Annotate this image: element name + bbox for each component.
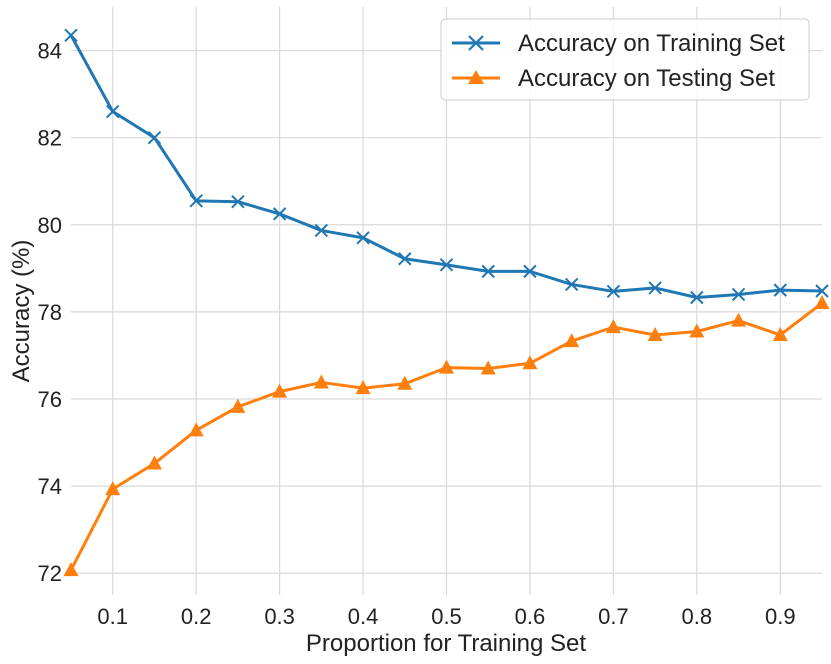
y-tick-label: 78 <box>38 300 62 325</box>
tick-labels: 0.1 0.2 0.3 0.4 0.5 0.6 0.7 0.8 0.9 72 74 76 78 80 82 8… <box>38 39 796 629</box>
data-point <box>564 277 579 292</box>
data-point <box>188 422 204 437</box>
x-tick-label: 0.5 <box>431 604 462 629</box>
y-tick-label: 72 <box>38 561 62 586</box>
data-point <box>356 231 370 245</box>
data-point <box>815 284 829 298</box>
data-point <box>272 383 288 398</box>
data-point <box>106 104 120 119</box>
data-point <box>63 562 79 577</box>
data-point <box>522 355 538 370</box>
y-tick-label: 84 <box>38 39 62 64</box>
y-axis-label: Accuracy (%) <box>8 240 35 383</box>
x-axis-label: Proportion for Training Set <box>306 630 586 657</box>
x-tick-label: 0.9 <box>765 604 796 629</box>
data-point <box>272 207 287 221</box>
data-point <box>731 287 746 302</box>
data-point <box>564 333 580 348</box>
data-point <box>439 258 454 272</box>
data-point <box>689 323 705 338</box>
data-point <box>523 264 537 279</box>
data-point <box>605 319 621 334</box>
x-tick-label: 0.7 <box>598 604 629 629</box>
data-point <box>230 398 246 413</box>
x-tick-label: 0.2 <box>181 604 212 629</box>
data-point <box>606 284 621 299</box>
data-point <box>146 455 162 470</box>
x-tick-label: 0.3 <box>264 604 295 629</box>
y-tick-label: 80 <box>38 213 62 238</box>
data-point <box>690 290 704 305</box>
series-0 <box>64 28 829 305</box>
data-point <box>398 252 412 266</box>
legend-box <box>440 18 810 101</box>
data-point <box>648 281 662 295</box>
x-tick-label: 0.4 <box>348 604 379 629</box>
data-point <box>105 481 121 496</box>
data-point <box>231 194 245 209</box>
series-1 <box>63 295 830 577</box>
x-tick-label: 0.1 <box>97 604 128 629</box>
data-point <box>773 283 787 297</box>
data-point <box>189 194 203 208</box>
data-point <box>480 360 496 375</box>
legend: Accuracy on Training Set Accuracy on Tes… <box>440 18 810 101</box>
data-point <box>647 326 663 341</box>
y-tick-label: 74 <box>38 474 62 499</box>
data-point <box>397 375 413 390</box>
legend-label-training: Accuracy on Training Set <box>518 30 785 57</box>
legend-marker-testing <box>468 70 484 84</box>
data-point <box>314 223 329 238</box>
data-point <box>814 295 830 310</box>
legend-label-testing: Accuracy on Testing Set <box>518 65 775 92</box>
y-tick-label: 82 <box>38 126 62 151</box>
x-tick-label: 0.8 <box>682 604 713 629</box>
data-point <box>731 312 747 327</box>
data-point <box>772 326 788 341</box>
data-point <box>355 380 371 395</box>
data-point <box>147 130 162 145</box>
data-point <box>439 359 454 374</box>
legend-marker-training <box>468 35 484 51</box>
data-point <box>64 28 78 43</box>
series-layer <box>63 28 830 577</box>
x-tick-label: 0.6 <box>515 604 546 629</box>
data-point <box>481 264 495 279</box>
y-tick-label: 76 <box>38 387 62 412</box>
data-point <box>313 374 329 389</box>
